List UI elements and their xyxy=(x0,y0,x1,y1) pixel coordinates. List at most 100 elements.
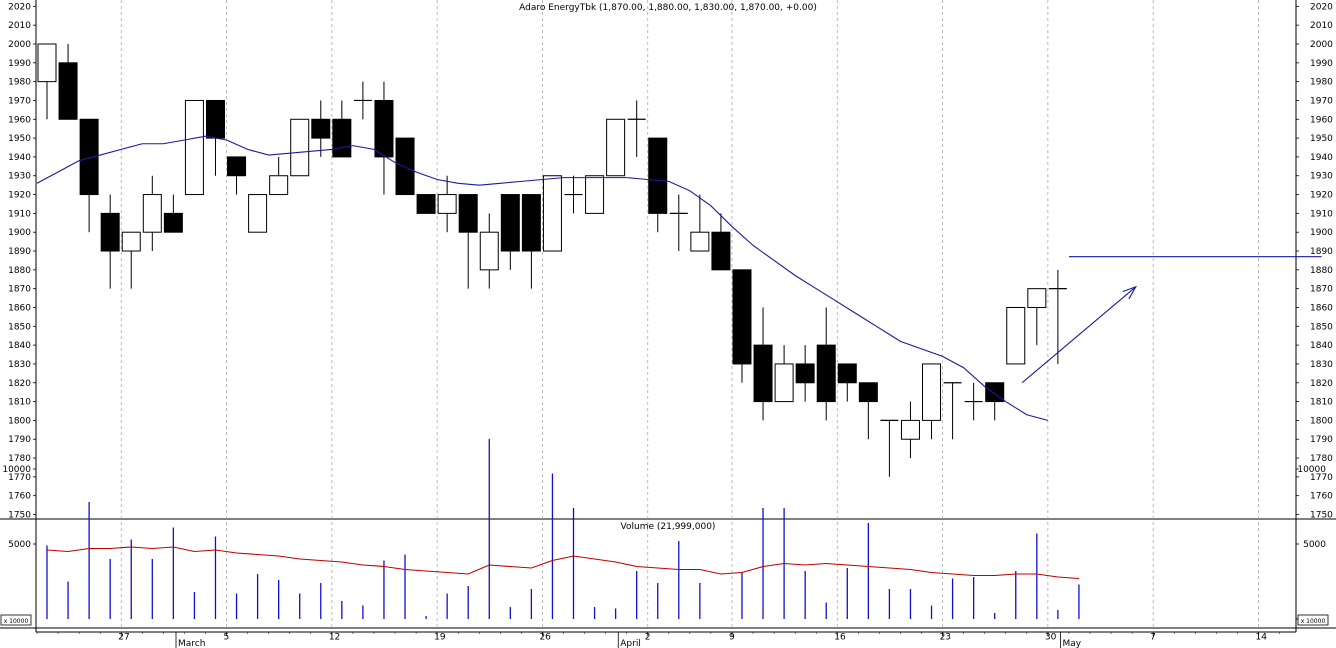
y-tick-label: 1910 xyxy=(8,209,31,219)
candle xyxy=(880,419,899,477)
ma-line xyxy=(36,135,1049,421)
y-tick-label: 1790 xyxy=(8,435,31,445)
y-tick-label: 2000 xyxy=(8,40,31,50)
x-tick-label: 2 xyxy=(645,633,651,643)
candle-body-up xyxy=(437,194,457,214)
x-tick-label: 19 xyxy=(434,633,446,643)
candle xyxy=(479,213,499,289)
volume-bars xyxy=(46,439,1080,619)
candle-body-down xyxy=(795,363,815,384)
volume-tick-label: 10000 xyxy=(2,465,31,475)
candle xyxy=(437,175,457,233)
y-tick-label: 1780 xyxy=(8,454,31,464)
chart-annotations xyxy=(1021,256,1322,384)
volume-unit-label-left: x 10000 xyxy=(4,618,29,625)
y-tick-label: 1820 xyxy=(1310,379,1333,389)
candle-body-down xyxy=(753,344,773,403)
y-tick-label: 1940 xyxy=(1310,153,1333,163)
y-tick-label: 1970 xyxy=(8,96,31,106)
candle xyxy=(184,99,204,196)
y-tick-label: 1750 xyxy=(8,511,31,521)
volume-unit-box-left xyxy=(0,614,32,626)
candle-body-up xyxy=(248,194,268,233)
y-tick-label: 1910 xyxy=(1310,209,1333,219)
candle-body-down xyxy=(500,194,520,252)
candle-body-up xyxy=(542,175,562,252)
y-tick-label: 1830 xyxy=(1310,360,1333,370)
candle-body-up xyxy=(290,118,310,177)
candle xyxy=(564,175,583,214)
volume-tick-label: 5000 xyxy=(8,540,31,550)
y-tick-label: 1850 xyxy=(8,322,31,332)
candle-body-up xyxy=(606,118,626,177)
candle xyxy=(711,213,731,271)
y-tick-label: 2020 xyxy=(8,2,31,12)
candle-body-up xyxy=(690,231,710,252)
candle xyxy=(58,44,78,120)
y-tick-label: 1760 xyxy=(1310,492,1333,502)
y-tick-label: 1850 xyxy=(1310,322,1333,332)
y-tick-label: 1830 xyxy=(8,360,31,370)
month-label: May xyxy=(1063,639,1082,648)
candle-body-down xyxy=(416,194,436,214)
trend-arrow-line xyxy=(1021,286,1137,384)
y-tick-label: 2010 xyxy=(1310,21,1333,31)
x-tick-label: 12 xyxy=(329,633,340,643)
candle xyxy=(142,175,162,252)
y-tick-label: 1980 xyxy=(1310,78,1333,88)
volume-tick-label: 10000 xyxy=(1297,465,1326,475)
candle xyxy=(922,363,942,440)
y-tick-label: 1920 xyxy=(1310,191,1333,201)
x-tick-label: 26 xyxy=(539,633,551,643)
candle xyxy=(163,194,183,233)
date-axis: 27 5 12 19 26 2 9 16 23 30 7 14 March April May xyxy=(36,632,1280,648)
y-tick-label: 1840 xyxy=(8,341,31,351)
price-axis-left: 1750 1760 1770 1780 1790 1800 1810 1820 1830 1840… xyxy=(8,2,36,521)
candle xyxy=(837,363,857,402)
y-tick-label: 1930 xyxy=(1310,172,1333,182)
candle-body-down xyxy=(816,344,836,403)
candle-body-down xyxy=(205,99,225,139)
candle xyxy=(290,118,310,177)
candle-body-down xyxy=(458,194,478,233)
candle xyxy=(1006,306,1026,365)
candle xyxy=(943,382,962,440)
candle-body-up xyxy=(585,175,605,214)
y-tick-label: 1980 xyxy=(8,78,31,88)
candle xyxy=(900,401,920,459)
candle xyxy=(585,175,605,214)
candle xyxy=(100,194,120,289)
y-tick-label: 1750 xyxy=(1310,511,1333,521)
y-tick-label: 1790 xyxy=(1310,435,1333,445)
candle xyxy=(248,194,268,233)
y-tick-label: 1960 xyxy=(8,115,31,125)
y-tick-label: 1990 xyxy=(1310,59,1333,69)
x-tick-label: 5 xyxy=(224,633,230,643)
y-tick-label: 1860 xyxy=(8,303,31,313)
candle-body-down xyxy=(332,118,352,158)
candle-body-down xyxy=(732,269,752,365)
y-tick-label: 1800 xyxy=(1310,416,1333,426)
candle-body-down xyxy=(100,212,120,252)
candle xyxy=(416,194,436,214)
y-tick-label: 2020 xyxy=(1310,2,1333,12)
candle-body-up xyxy=(269,175,289,196)
y-tick-label: 1940 xyxy=(8,153,31,163)
candle-body-up xyxy=(121,231,141,252)
candle xyxy=(648,137,668,233)
y-tick-label: 1840 xyxy=(1310,341,1333,351)
candle-body-down xyxy=(58,62,78,120)
y-tick-label: 1880 xyxy=(1310,266,1333,276)
candle xyxy=(732,269,752,383)
volume-axis-left: 5000 10000 xyxy=(2,465,36,550)
y-tick-label: 1950 xyxy=(8,134,31,144)
candle-body-down xyxy=(837,363,857,384)
volume-moving-average xyxy=(46,546,1079,580)
grid-lines xyxy=(0,0,1336,633)
candle xyxy=(353,81,372,120)
candle-body-down xyxy=(648,137,668,214)
candle xyxy=(79,118,99,233)
y-tick-label: 1770 xyxy=(1310,473,1333,483)
candle-body-down xyxy=(395,137,415,196)
